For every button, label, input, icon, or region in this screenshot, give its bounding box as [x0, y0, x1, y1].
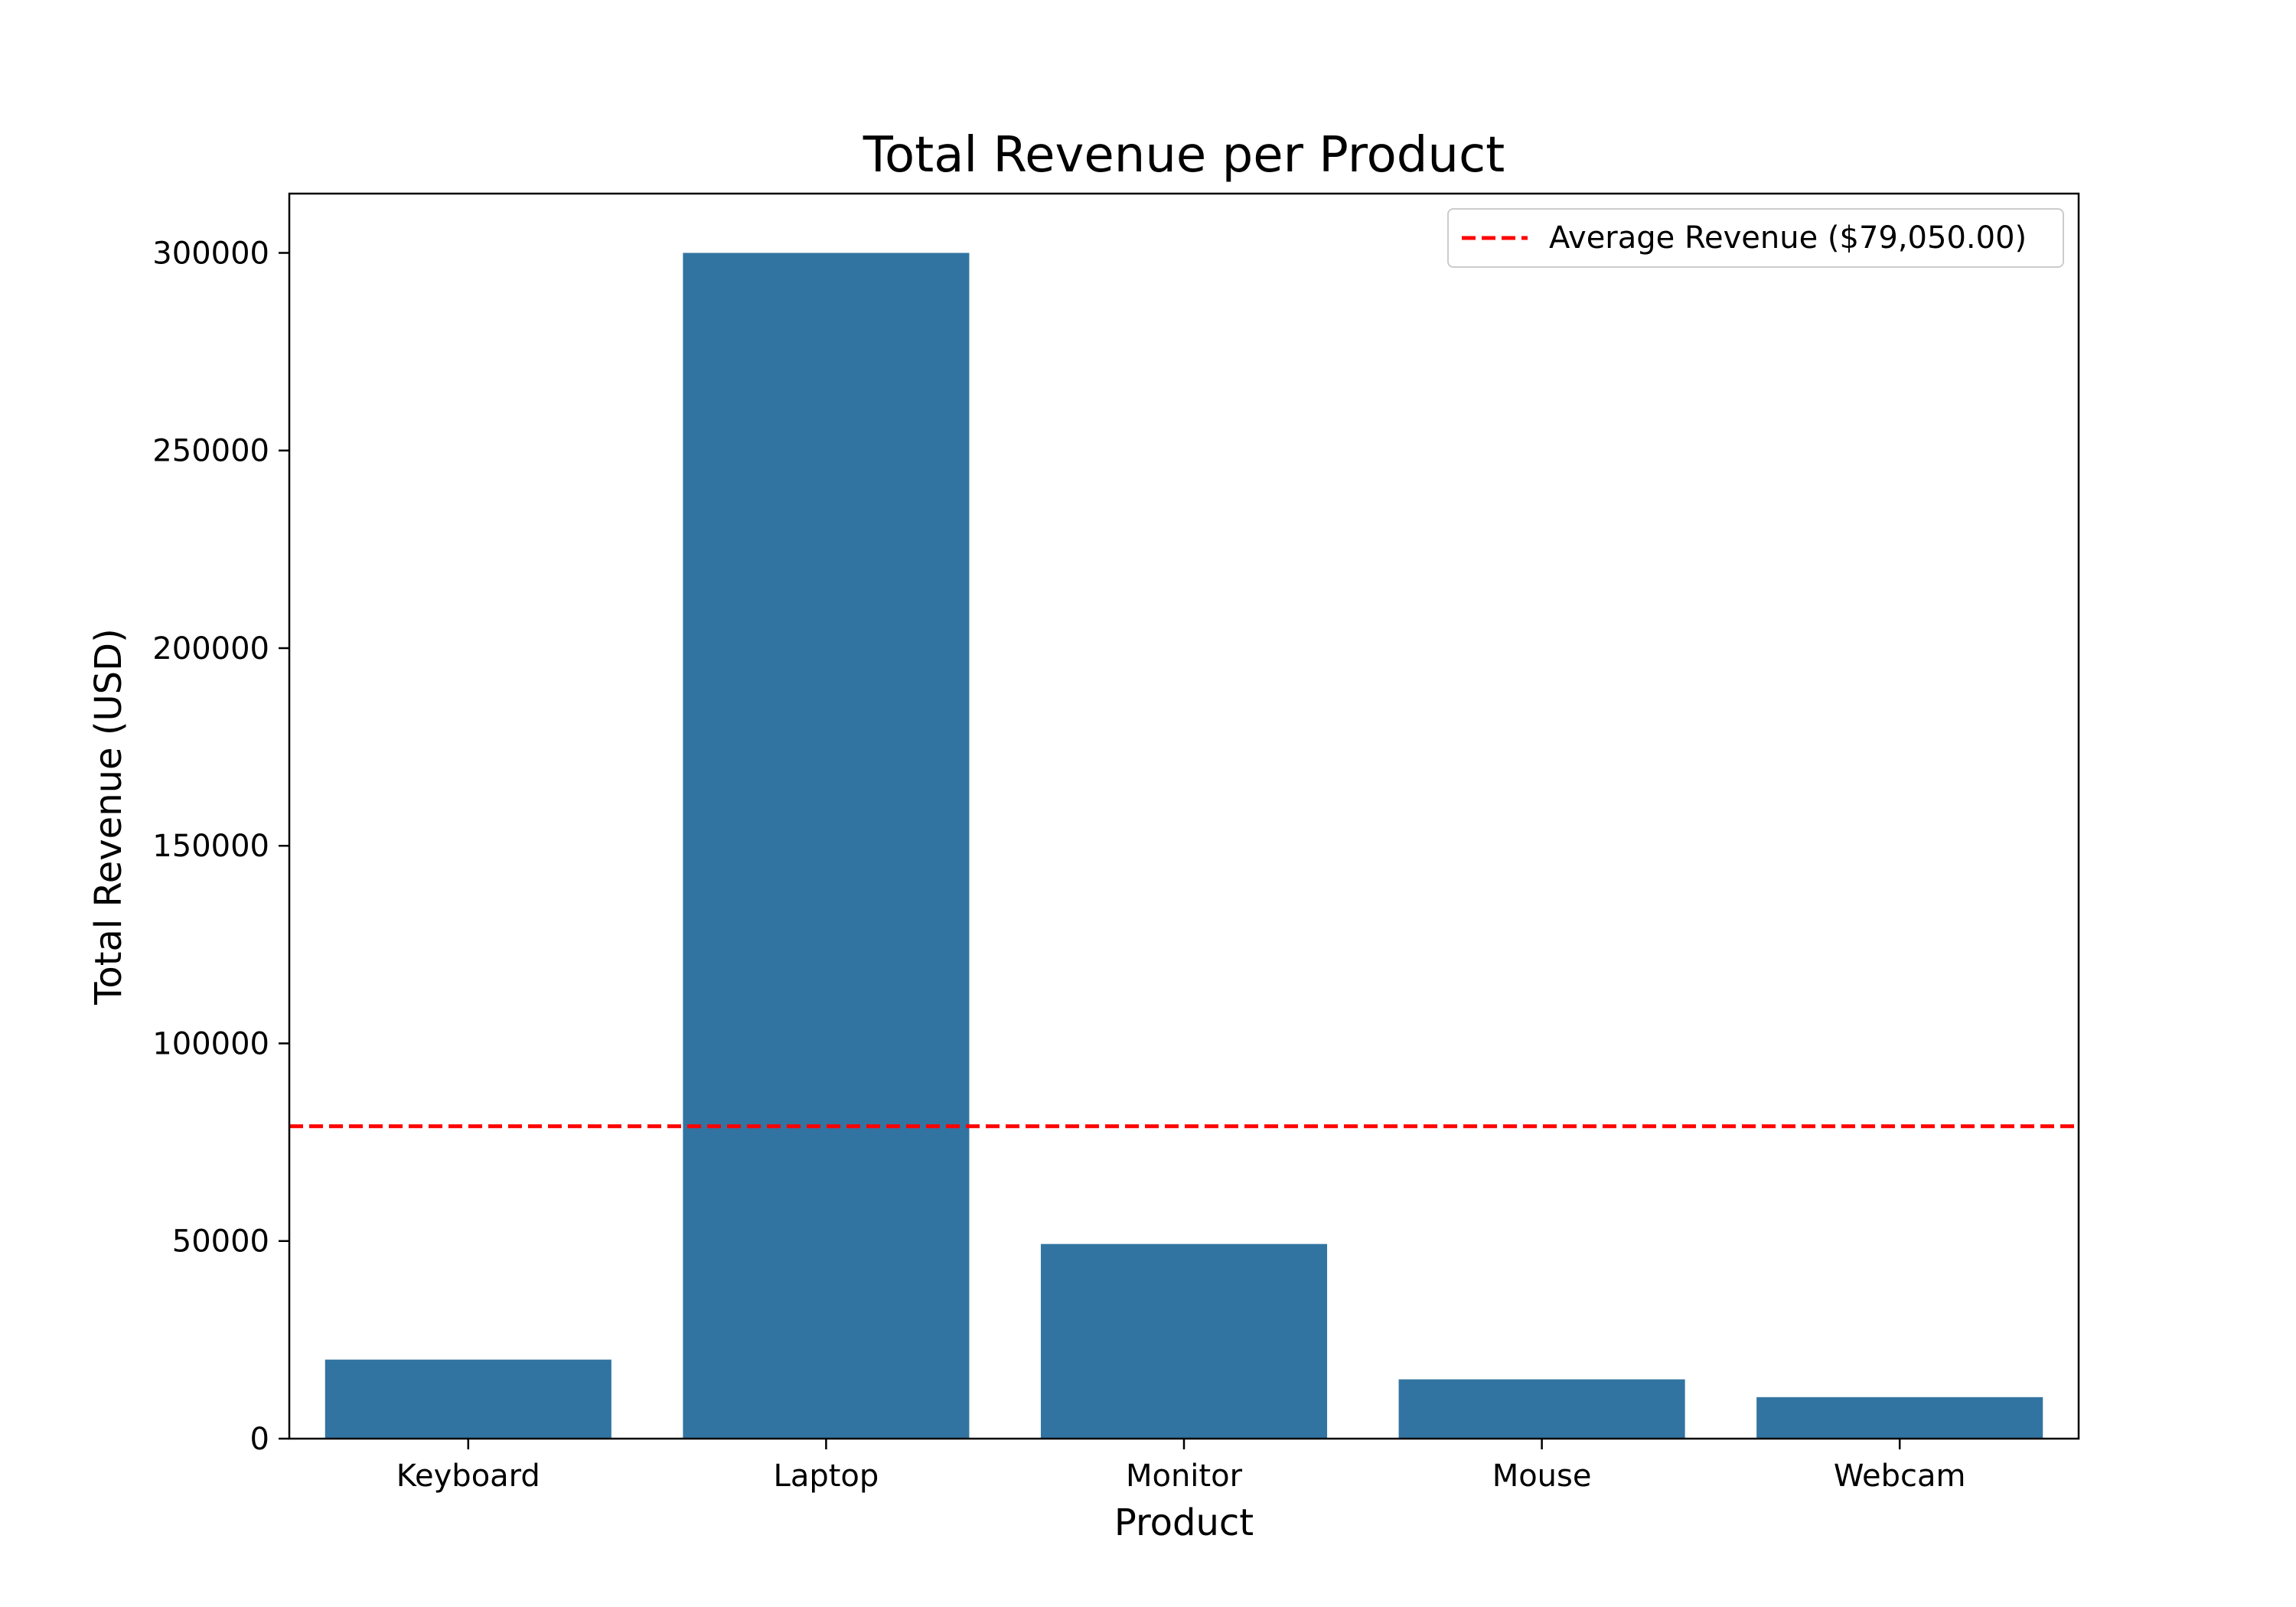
- x-tick-label: Mouse: [1492, 1459, 1592, 1494]
- x-axis-ticks: Keyboard Laptop Monitor Mouse Webcam: [396, 1439, 1966, 1494]
- y-tick-label: 50000: [172, 1224, 269, 1260]
- bars-group: [325, 253, 2043, 1439]
- x-tick-label: Keyboard: [396, 1459, 540, 1494]
- bar-webcam: [1756, 1397, 2043, 1439]
- x-tick-label: Webcam: [1834, 1459, 1966, 1494]
- bar-keyboard: [325, 1359, 612, 1439]
- y-tick-label: 150000: [152, 829, 269, 864]
- bar-monitor: [1040, 1244, 1328, 1439]
- chart-title: Total Revenue per Product: [863, 127, 1505, 184]
- x-axis-label: Product: [1114, 1501, 1254, 1544]
- y-tick-label: 300000: [152, 236, 269, 271]
- legend: Average Revenue ($79,050.00): [1447, 208, 2064, 268]
- y-axis-label: Total Revenue (USD): [87, 628, 130, 1006]
- bar-mouse: [1398, 1379, 1685, 1439]
- y-axis-ticks: 0 50000 100000 150000 200000 250000 300000: [152, 236, 289, 1457]
- legend-box: [1447, 208, 2064, 268]
- x-tick-label: Laptop: [774, 1459, 879, 1494]
- y-tick-label: 0: [250, 1422, 269, 1457]
- legend-label: Average Revenue ($79,050.00): [1549, 220, 2027, 256]
- bar-laptop: [683, 253, 970, 1439]
- plot-frame: [288, 192, 2080, 1440]
- y-tick-label: 250000: [152, 434, 269, 469]
- x-tick-label: Monitor: [1126, 1459, 1243, 1494]
- y-tick-label: 200000: [152, 631, 269, 667]
- y-tick-label: 100000: [152, 1026, 269, 1061]
